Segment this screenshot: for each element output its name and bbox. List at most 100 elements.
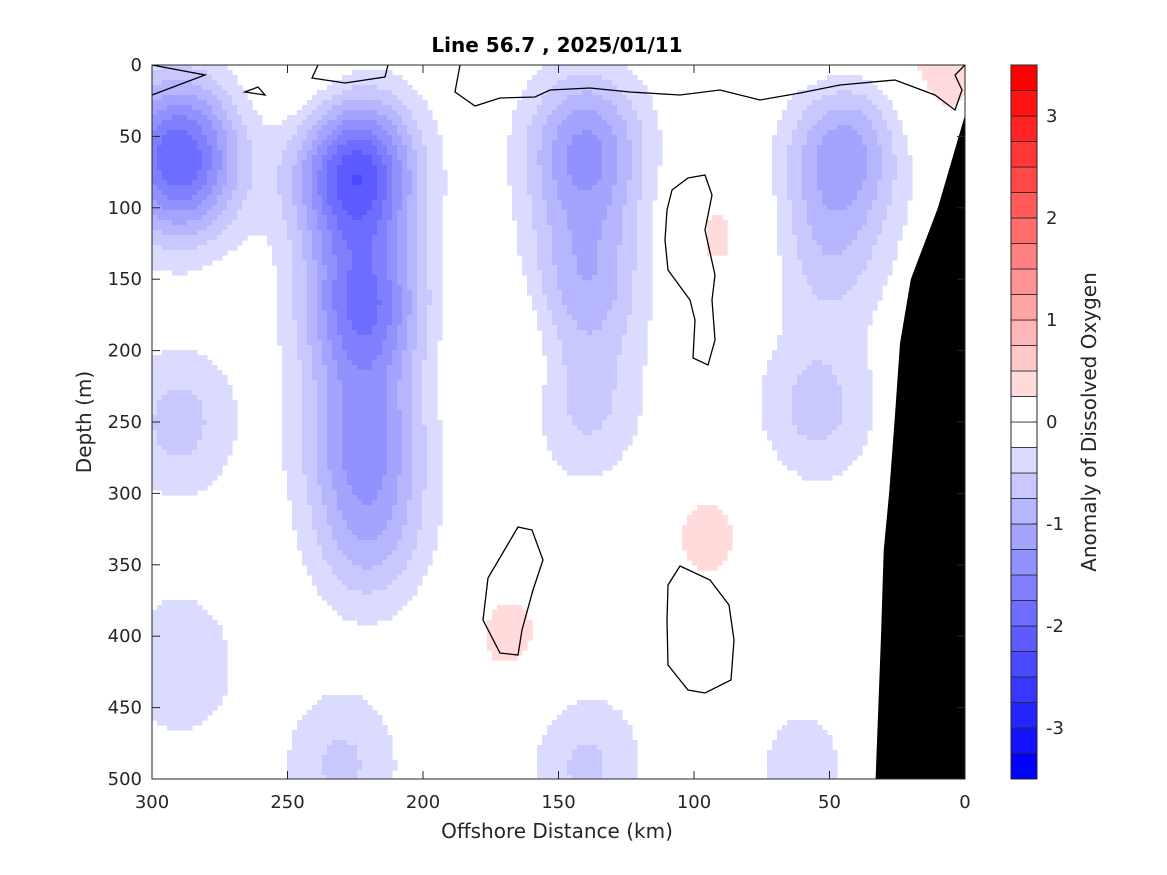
field-cell xyxy=(202,200,208,206)
field-cell xyxy=(567,265,573,271)
field-cell xyxy=(822,205,828,211)
field-cell xyxy=(592,135,598,141)
field-cell xyxy=(842,80,848,86)
field-cell xyxy=(392,310,398,316)
field-cell xyxy=(362,85,368,91)
field-cell xyxy=(822,255,828,261)
field-cell xyxy=(337,285,343,291)
field-cell xyxy=(397,270,403,276)
field-cell xyxy=(362,235,368,241)
field-cell xyxy=(227,235,233,241)
field-cell xyxy=(857,110,863,116)
field-cell xyxy=(337,180,343,186)
field-cell xyxy=(572,245,578,251)
field-cell xyxy=(722,240,728,246)
field-cell xyxy=(207,225,213,231)
field-cell xyxy=(437,305,443,311)
field-cell xyxy=(422,155,428,161)
field-cell xyxy=(882,235,888,241)
field-cell xyxy=(597,305,603,311)
field-cell xyxy=(382,150,388,156)
field-cell xyxy=(617,160,623,166)
field-cell xyxy=(172,180,178,186)
field-cell xyxy=(547,315,553,321)
field-cell xyxy=(882,225,888,231)
field-cell xyxy=(172,225,178,231)
field-cell xyxy=(357,275,363,281)
field-cell xyxy=(817,250,823,256)
field-cell xyxy=(852,125,858,131)
field-cell xyxy=(802,310,808,316)
field-cell xyxy=(637,155,643,161)
field-cell xyxy=(392,205,398,211)
field-cell xyxy=(422,300,428,306)
field-cell xyxy=(542,295,548,301)
field-cell xyxy=(632,285,638,291)
field-cell xyxy=(427,290,433,296)
field-cell xyxy=(342,260,348,266)
field-cell xyxy=(597,110,603,116)
field-cell xyxy=(172,75,178,81)
field-cell xyxy=(612,255,618,261)
field-cell xyxy=(557,290,563,296)
field-cell xyxy=(867,300,873,306)
field-cell xyxy=(312,120,318,126)
field-cell xyxy=(337,155,343,161)
field-cell xyxy=(872,125,878,131)
field-cell xyxy=(172,135,178,141)
field-cell xyxy=(377,190,383,196)
field-cell xyxy=(627,110,633,116)
field-cell xyxy=(172,210,178,216)
field-cell xyxy=(527,200,533,206)
field-cell xyxy=(247,190,253,196)
field-cell xyxy=(332,170,338,176)
field-cell xyxy=(802,300,808,306)
field-cell xyxy=(342,95,348,101)
field-cell xyxy=(257,145,263,151)
field-cell xyxy=(582,90,588,96)
field-cell xyxy=(537,170,543,176)
field-cell xyxy=(347,300,353,306)
field-cell xyxy=(322,305,328,311)
field-cell xyxy=(637,170,643,176)
field-cell xyxy=(547,95,553,101)
field-cell xyxy=(377,210,383,216)
field-cell xyxy=(607,230,613,236)
field-cell xyxy=(407,90,413,96)
field-cell xyxy=(812,115,818,121)
field-cell xyxy=(152,250,158,256)
field-cell xyxy=(532,255,538,261)
field-cell xyxy=(357,115,363,121)
field-cell xyxy=(277,275,283,281)
field-cell xyxy=(807,165,813,171)
field-cell xyxy=(562,80,568,86)
field-cell xyxy=(857,90,863,96)
field-cell xyxy=(847,160,853,166)
field-cell xyxy=(352,295,358,301)
field-cell xyxy=(347,95,353,101)
field-cell xyxy=(427,135,433,141)
field-cell xyxy=(392,185,398,191)
field-cell xyxy=(517,135,523,141)
field-cell xyxy=(817,150,823,156)
field-cell xyxy=(862,225,868,231)
field-cell xyxy=(412,110,418,116)
field-cell xyxy=(847,195,853,201)
field-cell xyxy=(362,280,368,286)
field-cell xyxy=(832,210,838,216)
field-cell xyxy=(872,170,878,176)
field-cell xyxy=(527,225,533,231)
field-cell xyxy=(342,190,348,196)
field-cell xyxy=(517,210,523,216)
field-cell xyxy=(262,230,268,236)
field-cell xyxy=(567,205,573,211)
field-cell xyxy=(157,190,163,196)
field-cell xyxy=(267,210,273,216)
field-cell xyxy=(392,160,398,166)
field-cell xyxy=(622,200,628,206)
field-cell xyxy=(562,220,568,226)
field-cell xyxy=(557,160,563,166)
field-cell xyxy=(367,90,373,96)
field-cell xyxy=(862,290,868,296)
field-cell xyxy=(842,215,848,221)
